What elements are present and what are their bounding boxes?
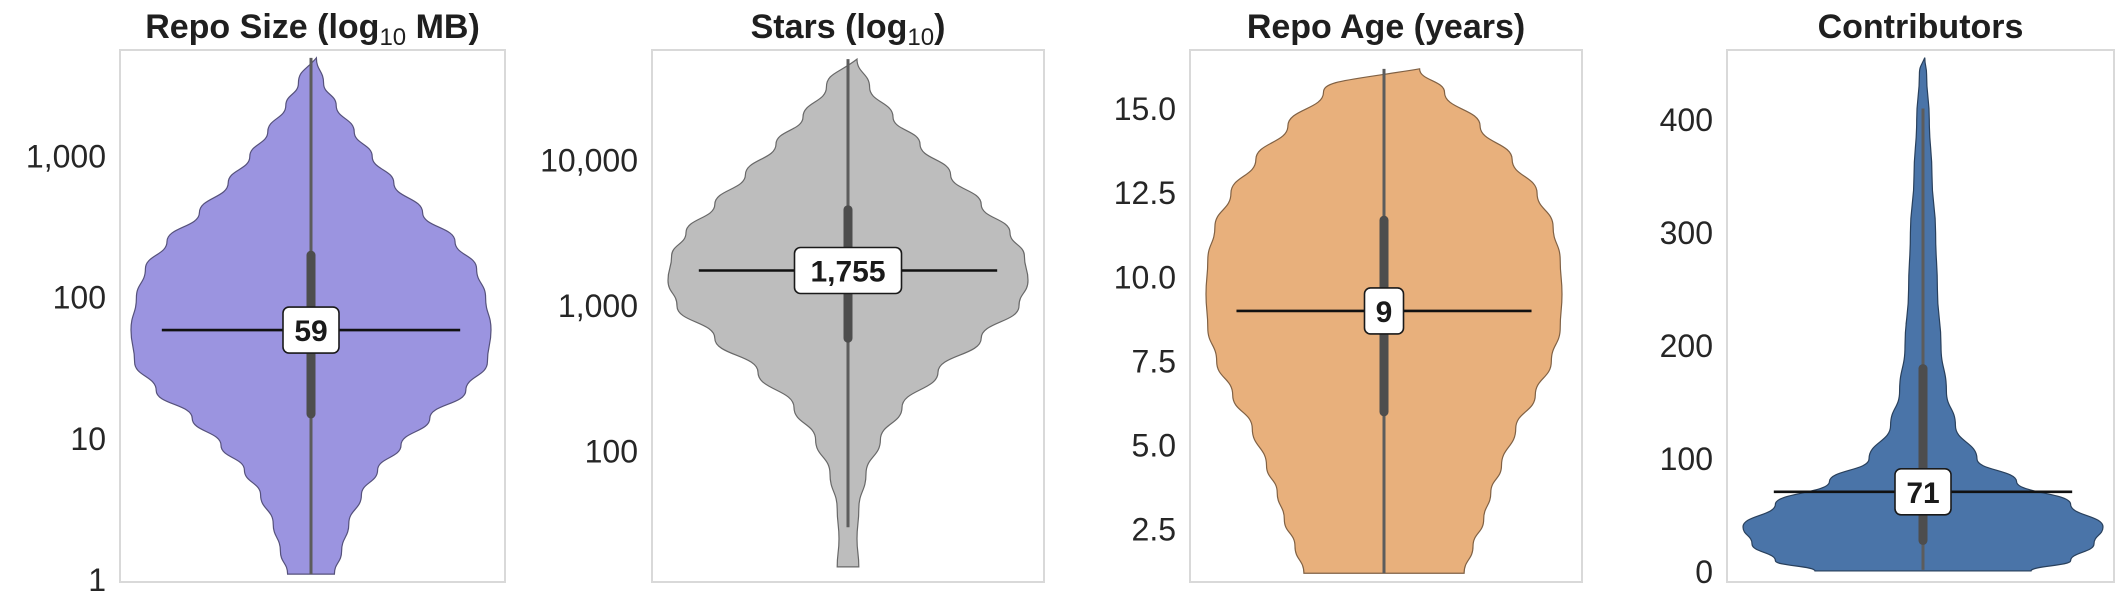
panel-title: Repo Age (years)	[1247, 8, 1525, 46]
y-tick-label: 12.5	[1114, 175, 1176, 211]
y-tick-label: 100	[53, 280, 106, 316]
y-tick-label: 100	[1660, 441, 1713, 477]
median-label-box	[282, 306, 340, 354]
y-tick-label: 400	[1660, 102, 1713, 138]
median-label-box	[793, 246, 903, 295]
y-tick-label: 100	[585, 433, 638, 469]
y-tick-label: 10,000	[540, 143, 638, 179]
y-tick-label: 10	[70, 421, 106, 457]
y-tick-label: 5.0	[1132, 427, 1176, 463]
median-label-box	[1894, 468, 1952, 516]
y-tick-label: 0	[1695, 554, 1713, 590]
violin-panel-1: Repo Size (log10 MB) 1 10 100 1,000 59	[26, 8, 506, 598]
panel-title: Contributors	[1818, 8, 2024, 46]
y-tick-label: 1	[88, 562, 106, 598]
median-value-label: 71	[1906, 477, 1939, 510]
y-tick-label: 200	[1660, 328, 1713, 364]
y-tick-label: 1,000	[558, 288, 638, 324]
panel-title: Stars (log10)	[751, 8, 946, 51]
y-tick-label: 7.5	[1132, 343, 1176, 379]
median-value-label: 1,755	[810, 255, 885, 288]
y-tick-label: 10.0	[1114, 259, 1176, 295]
y-tick-label: 300	[1660, 215, 1713, 251]
median-value-label: 59	[294, 315, 327, 348]
violin-panel-4: Contributors 0 100 200 300 400 71	[1660, 8, 2115, 590]
y-tick-label: 1,000	[26, 139, 106, 175]
violin-panel-3: Repo Age (years) 2.5 5.0 7.5 10.0 12.5 15.0 9	[1114, 8, 1583, 583]
y-tick-label: 2.5	[1132, 512, 1176, 548]
violin-panel-2: Stars (log10) 100 1,000 10,000 1,755	[540, 8, 1045, 583]
median-value-label: 9	[1376, 296, 1393, 329]
median-label-box	[1363, 287, 1405, 335]
y-tick-label: 15.0	[1114, 91, 1176, 127]
panel-title: Repo Size (log10 MB)	[145, 8, 480, 51]
